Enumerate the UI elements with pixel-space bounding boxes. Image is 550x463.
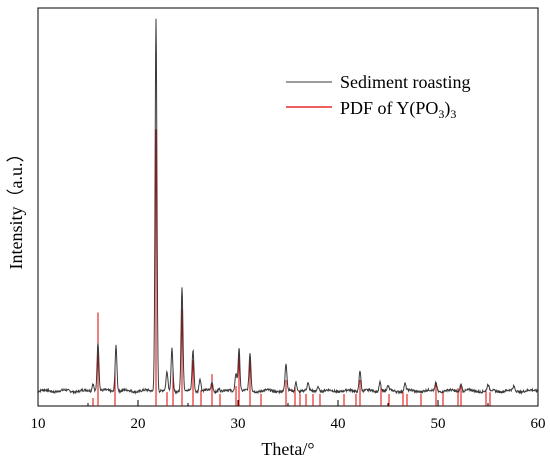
legend-label-sediment: Sediment roasting <box>340 72 470 92</box>
x-tick-label: 60 <box>531 416 546 432</box>
x-axis-title: Theta/° <box>261 439 314 459</box>
pdf-reference-sticks <box>92 129 491 406</box>
plot-frame <box>37 7 539 407</box>
y-axis-title: Intensity（a.u.） <box>6 145 26 270</box>
x-tick-label: 20 <box>131 416 146 432</box>
x-axis-tick-labels: 10 20 30 40 50 60 <box>31 416 546 432</box>
legend-label-pdf-tail: ) <box>444 98 450 119</box>
legend-label-pdf-main: PDF of Y(PO <box>340 98 438 119</box>
x-tick-label: 40 <box>331 416 346 432</box>
x-tick-label: 50 <box>431 416 446 432</box>
legend: Sediment roasting PDF of Y(PO3)3 <box>286 72 470 121</box>
sediment-roasting-line <box>37 18 539 395</box>
legend-label-pdf-sub: 3 <box>438 107 444 121</box>
legend-label-pdf-sub2: 3 <box>450 107 456 121</box>
x-axis-ticks <box>37 400 539 406</box>
x-tick-label: 10 <box>31 416 46 432</box>
legend-label-pdf: PDF of Y(PO3)3 <box>340 98 456 121</box>
x-tick-label: 30 <box>231 416 246 432</box>
